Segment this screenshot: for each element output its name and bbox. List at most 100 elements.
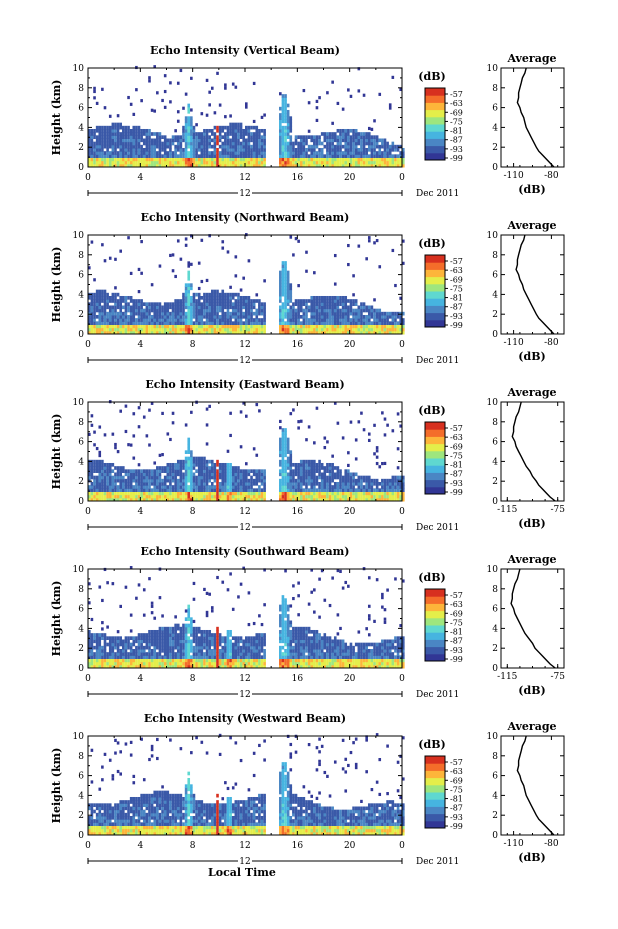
x-tick-label: 0: [85, 507, 91, 517]
x-tick-label: 12: [239, 173, 250, 183]
x-tick-label: 20: [344, 841, 356, 851]
y-tick-label: 2: [78, 477, 84, 487]
colorbar-tick-label: -87: [450, 637, 463, 646]
colorbar-frame: [424, 755, 446, 829]
colorbar-tick-label: -69: [450, 275, 463, 284]
y-tick-label: 0: [78, 497, 84, 507]
y-tick-label: 4: [78, 791, 84, 801]
colorbar-frame: [424, 421, 446, 495]
colorbar-segment: [425, 88, 445, 96]
average-y-tick-label: 6: [492, 772, 498, 782]
colorbar-tick-label: -75: [450, 117, 463, 126]
y-tick-label: 10: [73, 565, 85, 575]
x-tick-label: 4: [137, 674, 143, 684]
colorbar-tick-label: -87: [450, 804, 463, 813]
colorbar-tick-label: -93: [450, 646, 463, 655]
colorbar-segment: [425, 770, 445, 779]
colorbar-tick-label: -57: [450, 758, 463, 767]
x-tick-label: 0: [85, 340, 91, 350]
colorbar-segment: [425, 305, 445, 314]
colorbar-segment: [425, 109, 445, 118]
x-tick-label: 16: [292, 507, 304, 517]
colorbar-tick-label: -99: [450, 321, 463, 330]
panel-5: Echo Intensity (Westward Beam) 0 2 4 6 8 10 Hei…: [50, 712, 565, 867]
x-tick-label: 4: [137, 507, 143, 517]
y-tick-label: 6: [78, 271, 84, 281]
colorbar-segment: [425, 646, 445, 655]
average-y-tick-label: 4: [492, 457, 498, 467]
y-axis-label: Height (km): [50, 247, 63, 323]
panel-title: Echo Intensity (Vertical Beam): [150, 44, 340, 57]
average-y-tick-label: 10: [487, 398, 499, 408]
y-tick-label: 8: [78, 84, 84, 94]
average-x-tick-label: -110: [503, 171, 523, 181]
average-x-tick-label: -110: [503, 338, 523, 348]
average-frame: [500, 401, 565, 502]
day-span-label: 12: [239, 356, 250, 366]
x-tick-label: 0: [399, 340, 405, 350]
colorbar-segment: [425, 610, 445, 619]
y-tick-label: 10: [73, 732, 85, 742]
colorbar-segment: [425, 472, 445, 481]
colorbar-segment: [425, 450, 445, 459]
y-tick-label: 6: [78, 772, 84, 782]
average-y-tick-label: 0: [492, 664, 498, 674]
panel-1: Echo Intensity (Vertical Beam) 0 2 4 6 8 10 Hei…: [50, 44, 565, 199]
average-y-tick-label: 4: [492, 624, 498, 634]
average-title: Average: [506, 553, 556, 566]
y-axis-label: Height (km): [50, 80, 63, 156]
average-title: Average: [506, 219, 556, 232]
y-axis-label: Height (km): [50, 581, 63, 657]
colorbar-title: (dB): [418, 738, 445, 751]
x-tick-label: 0: [85, 674, 91, 684]
colorbar-segment: [425, 589, 445, 597]
colorbar-title: (dB): [418, 571, 445, 584]
x-tick-label: 0: [399, 507, 405, 517]
y-tick-label: 10: [73, 64, 85, 74]
x-tick-label: 12: [239, 841, 250, 851]
colorbar-segment: [425, 639, 445, 648]
day-span-label: 12: [239, 690, 250, 700]
colorbar-tick-label: -99: [450, 154, 463, 163]
panel-title: Echo Intensity (Eastward Beam): [145, 378, 344, 391]
x-tick-label: 4: [137, 841, 143, 851]
colorbar-segment: [425, 436, 445, 445]
average-x-label: (dB): [518, 684, 545, 697]
average-y-tick-label: 8: [492, 752, 498, 762]
x-tick-label: 0: [399, 674, 405, 684]
colorbar-tick-label: -69: [450, 108, 463, 117]
colorbar-tick-label: -63: [450, 99, 463, 108]
x-tick-label: 12: [239, 674, 250, 684]
average-title: Average: [506, 52, 556, 65]
average-y-tick-label: 10: [487, 565, 499, 575]
date-label: Dec 2011: [416, 356, 459, 366]
average-y-tick-label: 4: [492, 123, 498, 133]
average-frame: [500, 234, 565, 335]
average-profile-line: [511, 401, 556, 502]
average-x-tick-label: -80: [544, 839, 559, 849]
colorbar-tick-label: -93: [450, 145, 463, 154]
y-tick-label: 0: [78, 831, 84, 841]
x-tick-label: 8: [190, 841, 196, 851]
average-y-tick-label: 10: [487, 64, 499, 74]
average-y-tick-label: 2: [492, 143, 498, 153]
x-tick-label: 16: [292, 674, 304, 684]
x-tick-label: 16: [292, 173, 304, 183]
x-tick-label: 8: [190, 507, 196, 517]
colorbar-segment: [425, 262, 445, 270]
y-tick-label: 4: [78, 624, 84, 634]
y-tick-label: 2: [78, 310, 84, 320]
colorbar-tick-label: -57: [450, 90, 463, 99]
y-tick-label: 2: [78, 811, 84, 821]
y-tick-label: 10: [73, 231, 85, 241]
colorbar-frame: [424, 588, 446, 662]
colorbar-segment: [425, 465, 445, 473]
x-tick-label: 12: [239, 340, 250, 350]
colorbar-tick-label: -57: [450, 257, 463, 266]
colorbar-segment: [425, 429, 445, 437]
colorbar-tick-label: -63: [450, 266, 463, 275]
colorbar-segment: [425, 479, 445, 488]
x-axis-title: Local Time: [208, 866, 276, 879]
average-frame: [500, 67, 565, 168]
colorbar-segment: [425, 458, 445, 466]
